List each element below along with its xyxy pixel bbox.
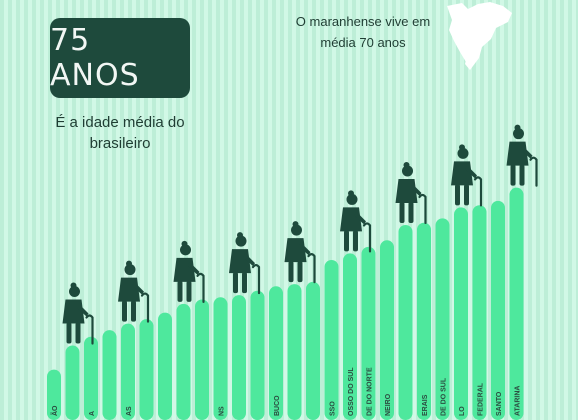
maranhao-note: O maranhense vive em média 70 anos	[295, 14, 431, 50]
category-label: OSSO DO SUL	[348, 367, 355, 416]
category-label: SSO	[330, 401, 337, 416]
bar	[102, 330, 117, 420]
bar	[417, 222, 431, 420]
bar	[121, 323, 135, 420]
cane-icon	[196, 272, 205, 303]
headline-subtitle: É a idade média do brasileiro	[55, 114, 185, 152]
elderly-figure-icon	[284, 221, 311, 283]
bar	[213, 297, 228, 420]
bar	[380, 240, 394, 420]
bar	[361, 246, 376, 420]
bar	[84, 336, 98, 420]
cane-icon	[529, 156, 538, 187]
bar	[306, 281, 320, 420]
bar	[343, 253, 357, 420]
elderly-figure-icon	[340, 190, 366, 252]
bar	[250, 290, 265, 420]
bar	[509, 187, 524, 420]
elderly-figure-icon	[118, 260, 144, 322]
bar	[195, 299, 209, 420]
cane-icon	[251, 263, 261, 295]
bar	[454, 207, 468, 420]
category-label: LO	[459, 406, 466, 416]
bar	[47, 369, 61, 420]
category-label: DE DO NORTE	[367, 367, 374, 416]
category-label: ERAIS	[422, 394, 429, 416]
elderly-figure-icon	[451, 144, 477, 206]
bar	[269, 286, 283, 420]
category-label: FEDERAL	[478, 382, 485, 416]
bar	[232, 295, 246, 420]
elderly-figure-icon	[395, 161, 422, 223]
elderly-figure-icon	[229, 232, 255, 294]
bar	[472, 205, 487, 420]
category-label: NEIRO	[385, 393, 392, 416]
category-label: DE DO SUL	[441, 377, 448, 416]
headline-badge: 75 ANOS	[50, 18, 190, 98]
category-label: SANTO	[496, 391, 503, 416]
bar	[176, 303, 191, 420]
cane-icon	[140, 292, 150, 323]
category-label: ATARINA	[515, 386, 522, 416]
cane-icon	[473, 176, 483, 207]
elderly-figure-icon	[173, 240, 200, 302]
bar	[324, 260, 339, 420]
bar	[398, 224, 413, 420]
elderly-figure-icon	[62, 282, 89, 344]
elderly-figure-icon	[506, 124, 533, 186]
category-label: AS	[126, 406, 133, 416]
category-label: ÃO	[50, 405, 59, 416]
cane-icon	[418, 193, 427, 225]
category-label: NS	[219, 406, 226, 416]
bar	[435, 218, 450, 420]
bar	[139, 319, 154, 420]
bar	[65, 345, 80, 420]
category-label: A	[89, 411, 96, 416]
cane-icon	[362, 222, 372, 253]
category-label: BUCO	[274, 395, 281, 416]
cane-icon	[85, 314, 94, 345]
cane-icon	[307, 253, 316, 284]
bar	[491, 200, 505, 420]
bar	[287, 284, 302, 420]
bar	[158, 312, 172, 420]
